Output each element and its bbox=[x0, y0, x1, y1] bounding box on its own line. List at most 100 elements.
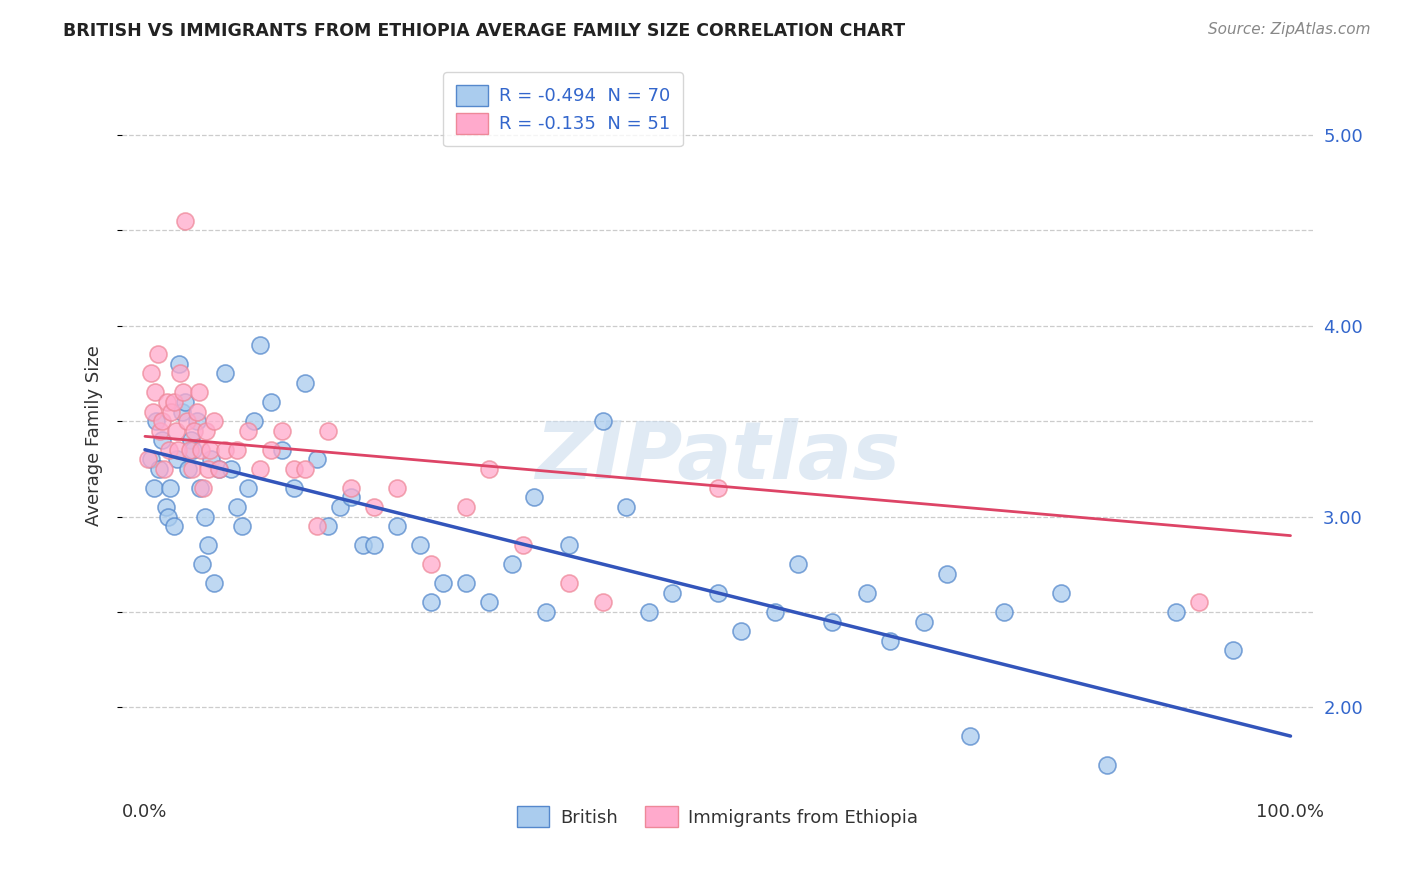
Point bbox=[340, 481, 363, 495]
Point bbox=[193, 481, 215, 495]
Point bbox=[249, 462, 271, 476]
Point bbox=[787, 558, 810, 572]
Point bbox=[214, 442, 236, 457]
Point bbox=[385, 481, 408, 495]
Point bbox=[1164, 605, 1187, 619]
Point bbox=[143, 385, 166, 400]
Legend: British, Immigrants from Ethiopia: British, Immigrants from Ethiopia bbox=[510, 799, 925, 834]
Point bbox=[706, 481, 728, 495]
Point bbox=[821, 615, 844, 629]
Point bbox=[294, 376, 316, 390]
Point bbox=[188, 481, 211, 495]
Point bbox=[174, 395, 197, 409]
Point bbox=[763, 605, 786, 619]
Point bbox=[534, 605, 557, 619]
Point bbox=[912, 615, 935, 629]
Y-axis label: Average Family Size: Average Family Size bbox=[86, 345, 103, 525]
Point bbox=[169, 357, 191, 371]
Point bbox=[200, 452, 222, 467]
Point bbox=[1050, 586, 1073, 600]
Point bbox=[879, 633, 901, 648]
Point bbox=[454, 500, 477, 514]
Point bbox=[202, 414, 225, 428]
Point bbox=[150, 414, 173, 428]
Point bbox=[730, 624, 752, 638]
Point bbox=[283, 481, 305, 495]
Text: Source: ZipAtlas.com: Source: ZipAtlas.com bbox=[1208, 22, 1371, 37]
Point bbox=[432, 576, 454, 591]
Point bbox=[197, 462, 219, 476]
Point bbox=[231, 519, 253, 533]
Point bbox=[225, 442, 247, 457]
Point bbox=[454, 576, 477, 591]
Point bbox=[243, 414, 266, 428]
Point bbox=[478, 595, 501, 609]
Point bbox=[162, 395, 184, 409]
Point bbox=[145, 414, 167, 428]
Point bbox=[512, 538, 534, 552]
Point bbox=[409, 538, 432, 552]
Point bbox=[162, 519, 184, 533]
Point bbox=[187, 385, 209, 400]
Point bbox=[558, 576, 581, 591]
Point bbox=[190, 442, 212, 457]
Point bbox=[316, 519, 339, 533]
Point bbox=[156, 395, 179, 409]
Point bbox=[352, 538, 374, 552]
Point bbox=[260, 395, 283, 409]
Point bbox=[592, 414, 614, 428]
Point bbox=[214, 367, 236, 381]
Point bbox=[592, 595, 614, 609]
Point bbox=[186, 404, 208, 418]
Point bbox=[183, 424, 205, 438]
Point bbox=[186, 414, 208, 428]
Point bbox=[638, 605, 661, 619]
Point bbox=[558, 538, 581, 552]
Point bbox=[160, 404, 183, 418]
Point bbox=[157, 442, 180, 457]
Point bbox=[167, 442, 190, 457]
Point bbox=[153, 462, 176, 476]
Point bbox=[143, 481, 166, 495]
Point bbox=[181, 462, 204, 476]
Point bbox=[139, 452, 162, 467]
Point bbox=[283, 462, 305, 476]
Point bbox=[176, 414, 198, 428]
Text: BRITISH VS IMMIGRANTS FROM ETHIOPIA AVERAGE FAMILY SIZE CORRELATION CHART: BRITISH VS IMMIGRANTS FROM ETHIOPIA AVER… bbox=[63, 22, 905, 40]
Point bbox=[271, 424, 294, 438]
Point bbox=[614, 500, 637, 514]
Point bbox=[260, 442, 283, 457]
Point bbox=[177, 462, 200, 476]
Point bbox=[305, 519, 328, 533]
Point bbox=[420, 558, 443, 572]
Point bbox=[305, 452, 328, 467]
Point bbox=[1222, 643, 1244, 657]
Point bbox=[225, 500, 247, 514]
Point bbox=[271, 442, 294, 457]
Point bbox=[156, 509, 179, 524]
Point bbox=[181, 442, 204, 457]
Point bbox=[169, 367, 191, 381]
Point bbox=[197, 538, 219, 552]
Point bbox=[294, 462, 316, 476]
Point bbox=[935, 566, 957, 581]
Point bbox=[340, 491, 363, 505]
Point bbox=[193, 509, 215, 524]
Point bbox=[363, 538, 385, 552]
Point bbox=[208, 462, 231, 476]
Point bbox=[236, 424, 259, 438]
Point bbox=[172, 385, 194, 400]
Point bbox=[219, 462, 242, 476]
Point bbox=[363, 500, 385, 514]
Point bbox=[202, 576, 225, 591]
Point bbox=[138, 452, 160, 467]
Point bbox=[316, 424, 339, 438]
Point bbox=[249, 337, 271, 351]
Point bbox=[1095, 757, 1118, 772]
Point bbox=[661, 586, 683, 600]
Point bbox=[959, 729, 981, 743]
Point bbox=[993, 605, 1015, 619]
Point bbox=[159, 481, 181, 495]
Point bbox=[139, 367, 162, 381]
Point bbox=[179, 442, 201, 457]
